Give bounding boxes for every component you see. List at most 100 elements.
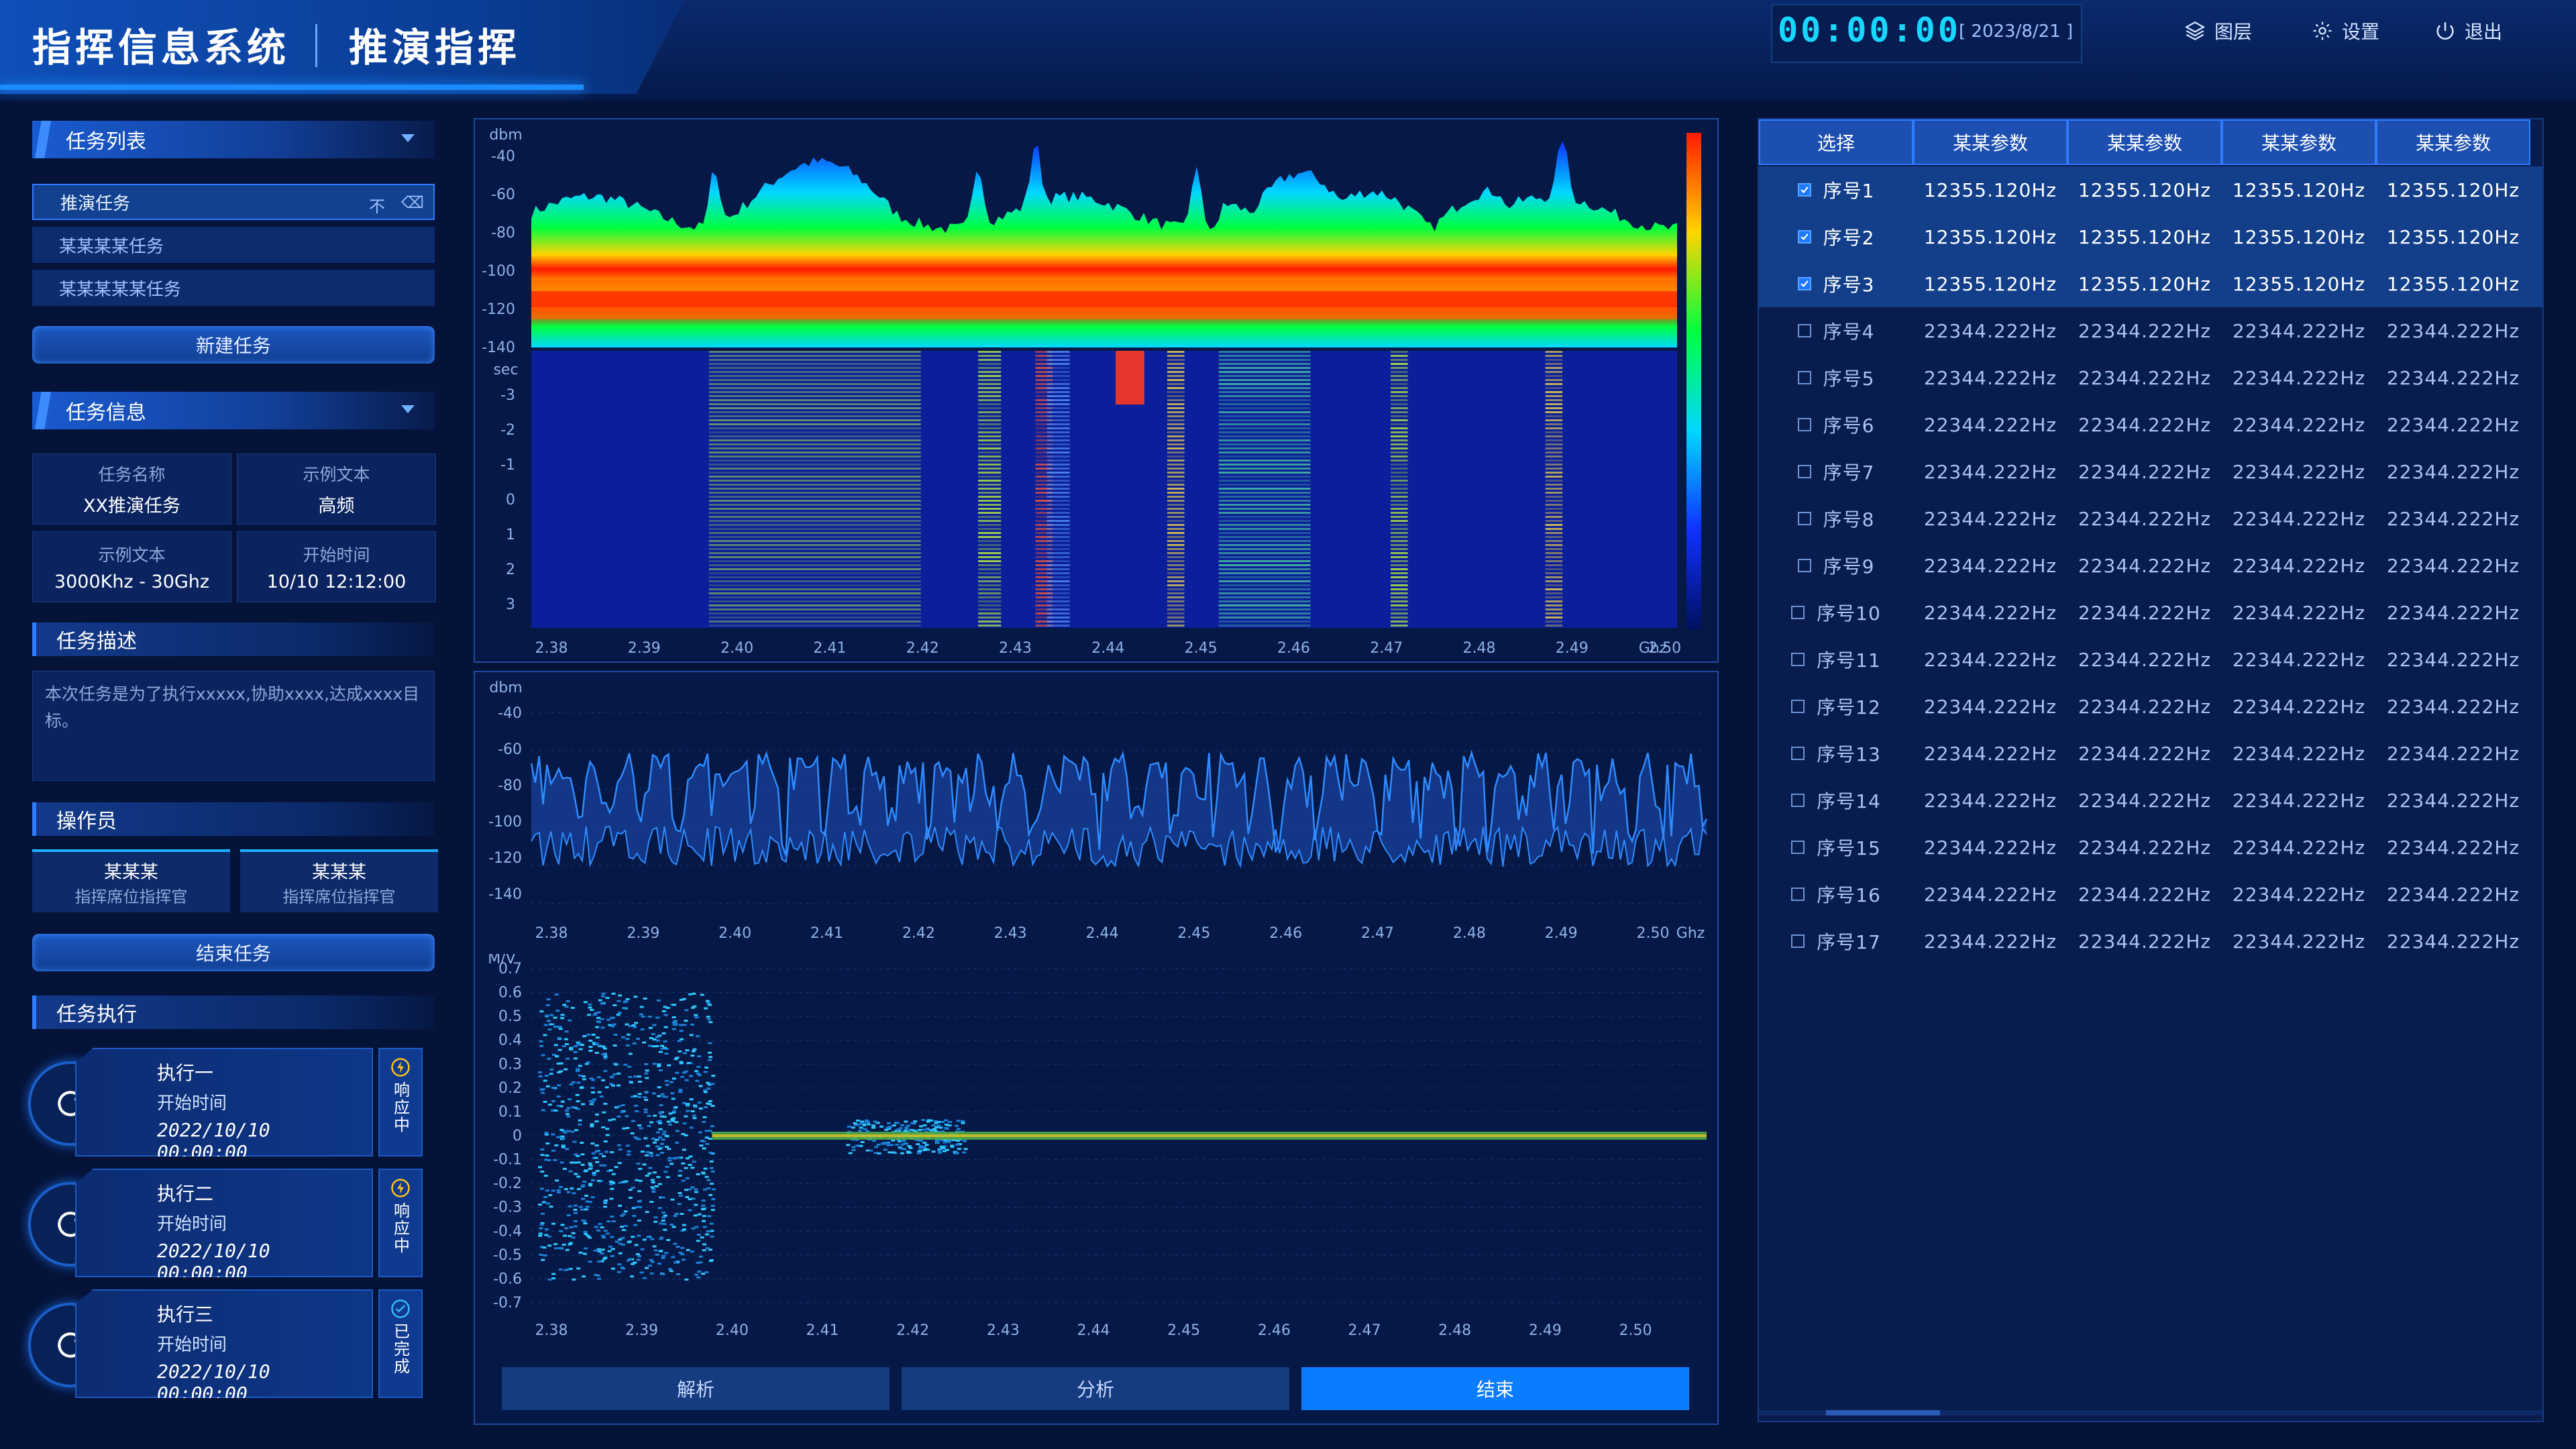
table-row[interactable]: 序号1 12355.120Hz 12355.120Hz 12355.120Hz 1235… bbox=[1759, 166, 2542, 213]
checkbox[interactable] bbox=[1791, 653, 1805, 666]
checkbox[interactable] bbox=[1797, 230, 1811, 244]
table-row[interactable]: 序号16 22344.222Hz 22344.222Hz 22344.222Hz 223… bbox=[1759, 871, 2542, 918]
waterfall-stripe bbox=[1167, 407, 1185, 409]
finish-button[interactable]: 结束 bbox=[1301, 1367, 1689, 1410]
table-row[interactable]: 序号7 22344.222Hz 22344.222Hz 22344.222Hz 2234… bbox=[1759, 448, 2542, 495]
table-row[interactable]: 序号12 22344.222Hz 22344.222Hz 22344.222Hz 223… bbox=[1759, 683, 2542, 730]
task-info-header[interactable]: 任务信息 bbox=[32, 392, 435, 429]
row-select-cell[interactable]: 序号14 bbox=[1759, 777, 1913, 824]
table-row[interactable]: 序号17 22344.222Hz 22344.222Hz 22344.222Hz 223… bbox=[1759, 918, 2542, 965]
checkbox[interactable] bbox=[1791, 841, 1805, 854]
burst-point bbox=[607, 1250, 612, 1252]
table-row[interactable]: 序号8 22344.222Hz 22344.222Hz 22344.222Hz 2234… bbox=[1759, 495, 2542, 542]
new-task-button[interactable]: 新建任务 bbox=[32, 326, 435, 364]
spectrum-waterfall-chart[interactable]: dbm -40 -60 -80 -100 -120 -140 sec -3 -2 -1 0 1 2 3 2.3… bbox=[474, 118, 1719, 663]
execution-card[interactable]: 执行一 开始时间 2022/10/10 00:00:00 响应中 bbox=[28, 1048, 431, 1157]
checkbox[interactable] bbox=[1797, 324, 1811, 337]
checkbox[interactable] bbox=[1791, 747, 1805, 760]
row-select-cell[interactable]: 序号16 bbox=[1759, 871, 1913, 918]
logout-button[interactable]: 退出 bbox=[2434, 17, 2502, 44]
execution-card[interactable]: 执行三 开始时间 2022/10/10 00:00:00 已完成 bbox=[28, 1289, 431, 1398]
checkbox[interactable] bbox=[1797, 418, 1811, 431]
col-header[interactable]: 某某参数 bbox=[2376, 119, 2530, 165]
table-row[interactable]: 序号4 22344.222Hz 22344.222Hz 22344.222Hz 2234… bbox=[1759, 307, 2542, 354]
row-select-cell[interactable]: 序号17 bbox=[1759, 918, 1913, 965]
col-header[interactable]: 某某参数 bbox=[2222, 119, 2376, 165]
info-cell: 任务名称 XX推演任务 bbox=[32, 453, 231, 525]
time-domain-svg[interactable]: 0.70.60.50.40.30.20.10-0.1-0.2-0.3-0.4-0… bbox=[475, 954, 1717, 1343]
clock-date: [ 2023/8/21 ] bbox=[1959, 21, 2074, 42]
table-row[interactable]: 序号11 22344.222Hz 22344.222Hz 22344.222Hz 223… bbox=[1759, 636, 2542, 683]
pin-icon[interactable]: 不 bbox=[369, 197, 385, 216]
row-select-cell[interactable]: 序号5 bbox=[1759, 354, 1913, 401]
task-item[interactable]: 某某某某任务 bbox=[32, 227, 435, 263]
checkbox[interactable] bbox=[1797, 371, 1811, 384]
waterfall-stripe bbox=[1218, 532, 1311, 534]
scrollbar-thumb[interactable] bbox=[1826, 1410, 1940, 1415]
row-select-cell[interactable]: 序号2 bbox=[1759, 213, 1913, 260]
checkbox[interactable] bbox=[1791, 794, 1805, 807]
row-select-cell[interactable]: 序号6 bbox=[1759, 401, 1913, 448]
row-select-cell[interactable]: 序号11 bbox=[1759, 636, 1913, 683]
table-row[interactable]: 序号3 12355.120Hz 12355.120Hz 12355.120Hz 1235… bbox=[1759, 260, 2542, 307]
settings-button[interactable]: 设置 bbox=[2311, 17, 2379, 44]
checkbox[interactable] bbox=[1791, 934, 1805, 948]
delete-icon[interactable]: ⌫ bbox=[401, 193, 424, 212]
waterfall-stripe bbox=[708, 476, 921, 478]
burst-point bbox=[616, 1115, 621, 1118]
col-header[interactable]: 某某参数 bbox=[1913, 119, 2068, 165]
checkbox[interactable] bbox=[1797, 183, 1811, 197]
checkbox[interactable] bbox=[1797, 512, 1811, 525]
table-row[interactable]: 序号5 22344.222Hz 22344.222Hz 22344.222Hz 2234… bbox=[1759, 354, 2542, 401]
horizontal-scrollbar[interactable] bbox=[1759, 1410, 2542, 1415]
row-select-cell[interactable]: 序号3 bbox=[1759, 260, 1913, 307]
table-cell: 12355.120Hz bbox=[1923, 272, 2057, 295]
table-row[interactable]: 序号15 22344.222Hz 22344.222Hz 22344.222Hz 223… bbox=[1759, 824, 2542, 871]
task-list-header[interactable]: 任务列表 bbox=[32, 121, 435, 158]
checkbox[interactable] bbox=[1791, 606, 1805, 619]
burst-point bbox=[539, 1010, 544, 1013]
waterfall-stripe bbox=[978, 604, 1002, 606]
analyze-button[interactable]: 分析 bbox=[902, 1367, 1289, 1410]
checkbox[interactable] bbox=[1797, 559, 1811, 572]
burst-point bbox=[584, 1233, 588, 1236]
end-task-button[interactable]: 结束任务 bbox=[32, 934, 435, 971]
row-select-cell[interactable]: 序号7 bbox=[1759, 448, 1913, 495]
waterfall-stripe bbox=[1035, 439, 1053, 441]
checkbox[interactable] bbox=[1797, 277, 1811, 290]
parse-button[interactable]: 解析 bbox=[502, 1367, 890, 1410]
table-row[interactable]: 序号9 22344.222Hz 22344.222Hz 22344.222Hz 2234… bbox=[1759, 542, 2542, 589]
burst-point bbox=[684, 1070, 688, 1073]
task-item[interactable]: 某某某某某任务 bbox=[32, 270, 435, 306]
table-row[interactable]: 序号13 22344.222Hz 22344.222Hz 22344.222Hz 223… bbox=[1759, 730, 2542, 777]
row-select-cell[interactable]: 序号12 bbox=[1759, 683, 1913, 730]
checkbox[interactable] bbox=[1791, 700, 1805, 713]
waterfall-stripe bbox=[708, 480, 921, 482]
table-cell: 22344.222Hz bbox=[2232, 789, 2366, 812]
checkbox[interactable] bbox=[1797, 465, 1811, 478]
layers-button[interactable]: 图层 bbox=[2184, 17, 2252, 44]
table-row[interactable]: 序号14 22344.222Hz 22344.222Hz 22344.222Hz 223… bbox=[1759, 777, 2542, 824]
row-select-cell[interactable]: 序号9 bbox=[1759, 542, 1913, 589]
col-header[interactable]: 某某参数 bbox=[2068, 119, 2222, 165]
table-row[interactable]: 序号6 22344.222Hz 22344.222Hz 22344.222Hz 2234… bbox=[1759, 401, 2542, 448]
waterfall-stripe bbox=[1391, 544, 1408, 546]
row-select-cell[interactable]: 序号10 bbox=[1759, 589, 1913, 636]
execution-card[interactable]: 执行二 开始时间 2022/10/10 00:00:00 响应中 bbox=[28, 1169, 431, 1277]
row-select-cell[interactable]: 序号8 bbox=[1759, 495, 1913, 542]
task-item-active[interactable]: 推演任务 不 ⌫ bbox=[32, 184, 435, 220]
col-header-select[interactable]: 选择 bbox=[1759, 119, 1913, 165]
waterfall-stripe bbox=[978, 524, 1002, 526]
row-select-cell[interactable]: 序号13 bbox=[1759, 730, 1913, 777]
spectrum-waterfall-svg: dbm-40-60-80-100-120-140sec-3-2-101232.3… bbox=[482, 127, 1701, 657]
table-row[interactable]: 序号2 12355.120Hz 12355.120Hz 12355.120Hz 1235… bbox=[1759, 213, 2542, 260]
burst-point bbox=[681, 1133, 686, 1135]
row-select-cell[interactable]: 序号15 bbox=[1759, 824, 1913, 871]
checkbox[interactable] bbox=[1791, 888, 1805, 901]
row-select-cell[interactable]: 序号1 bbox=[1759, 166, 1913, 213]
table-row[interactable]: 序号10 22344.222Hz 22344.222Hz 22344.222Hz 223… bbox=[1759, 589, 2542, 636]
row-select-cell[interactable]: 序号4 bbox=[1759, 307, 1913, 354]
waterfall-stripe bbox=[1167, 612, 1185, 614]
burst-point bbox=[669, 1224, 674, 1226]
